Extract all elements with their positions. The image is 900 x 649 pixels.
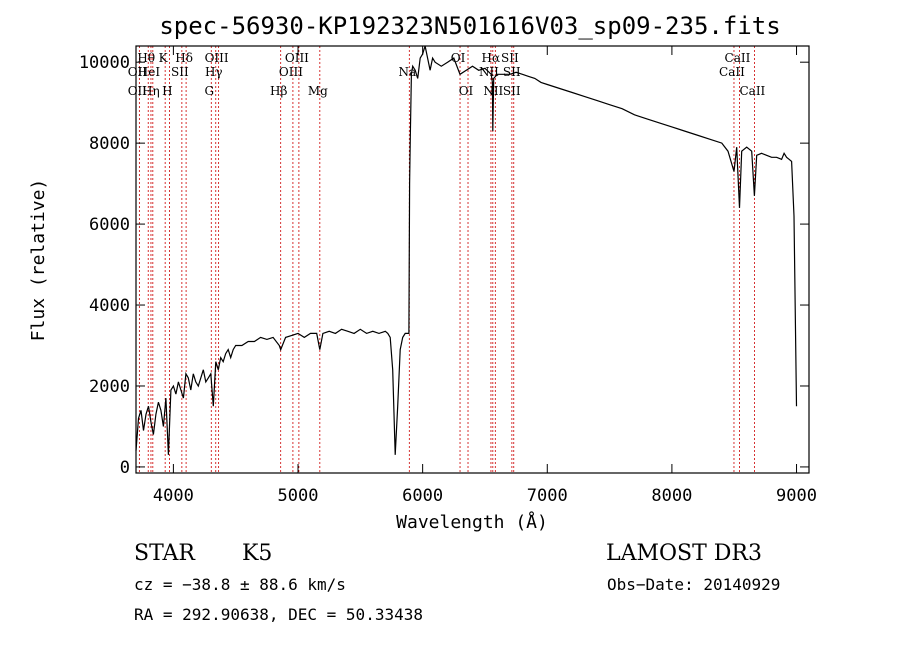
spectral-line-label: Hγ	[205, 65, 223, 79]
x-tick-label: 6000	[402, 486, 443, 506]
spectral-line-label: HeI	[138, 65, 161, 79]
spectral-line-label: Hα	[482, 51, 501, 65]
spectral-line-label: CaII	[719, 65, 745, 79]
spectral-line-label: SII	[503, 84, 521, 98]
spectral-line-label: SII	[501, 51, 519, 65]
x-tick-label: 9000	[776, 486, 817, 506]
spectral-line-label: CaII	[725, 51, 751, 65]
x-tick-label: 5000	[278, 486, 319, 506]
x-axis-ticks: 4000 5000 6000 7000 8000 9000	[153, 46, 817, 506]
spectral-line-label: SII	[171, 65, 189, 79]
ra-dec: RA = 292.90638, DEC = 50.33438	[134, 605, 423, 624]
y-tick-label: 10000	[79, 53, 130, 73]
spectral-line-label: OII	[128, 65, 148, 79]
spectral-line-label: Hη	[142, 84, 160, 98]
y-axis-label: Flux (relative)	[28, 179, 49, 342]
y-tick-label: 4000	[89, 296, 130, 316]
spectral-line-label: OIII	[205, 51, 229, 65]
y-tick-label: 0	[120, 458, 130, 478]
spectral-line-label: Mg	[308, 84, 328, 98]
obs-date: Obs−Date: 20140929	[607, 575, 780, 594]
spectral-line-label: OI	[459, 84, 474, 98]
y-axis-ticks: 0 2000 4000 6000 8000 10000	[79, 53, 809, 478]
spectral-line-label: OIII	[285, 51, 309, 65]
plot-frame	[135, 45, 810, 474]
y-tick-label: 8000	[89, 134, 130, 154]
spectral-line-label: H	[162, 84, 172, 98]
x-tick-label: 4000	[153, 486, 194, 506]
object-subclass: K5	[242, 541, 272, 566]
spectrum-line	[135, 45, 798, 455]
spectral-line-label: OII	[128, 84, 148, 98]
y-tick-label: 2000	[89, 377, 130, 397]
spectral-line-label: Hθ	[137, 51, 155, 65]
spectral-line-label: Hβ	[270, 84, 287, 98]
x-axis-label: Wavelength (Å)	[396, 511, 548, 533]
spectral-line-label: Hδ	[175, 51, 193, 65]
spectral-line-label: SII	[503, 65, 521, 79]
survey-name: LAMOST DR3	[606, 541, 762, 566]
x-tick-label: 8000	[651, 486, 692, 506]
spectral-line-label: K	[159, 51, 169, 65]
spectral-line-label: OIII	[279, 65, 303, 79]
x-tick-label: 7000	[527, 486, 568, 506]
spectral-line-label: OI	[451, 51, 466, 65]
chart-title: spec-56930-KP192323N501616V03_sp09-235.f…	[159, 12, 780, 40]
redshift-cz: cz = −38.8 ± 88.6 km/s	[134, 575, 346, 594]
spectral-line-label: CaII	[739, 84, 765, 98]
object-class: STAR	[134, 541, 196, 566]
spectral-line-markers	[138, 46, 755, 473]
y-tick-label: 6000	[89, 215, 130, 235]
spectral-line-label: G	[204, 84, 214, 98]
